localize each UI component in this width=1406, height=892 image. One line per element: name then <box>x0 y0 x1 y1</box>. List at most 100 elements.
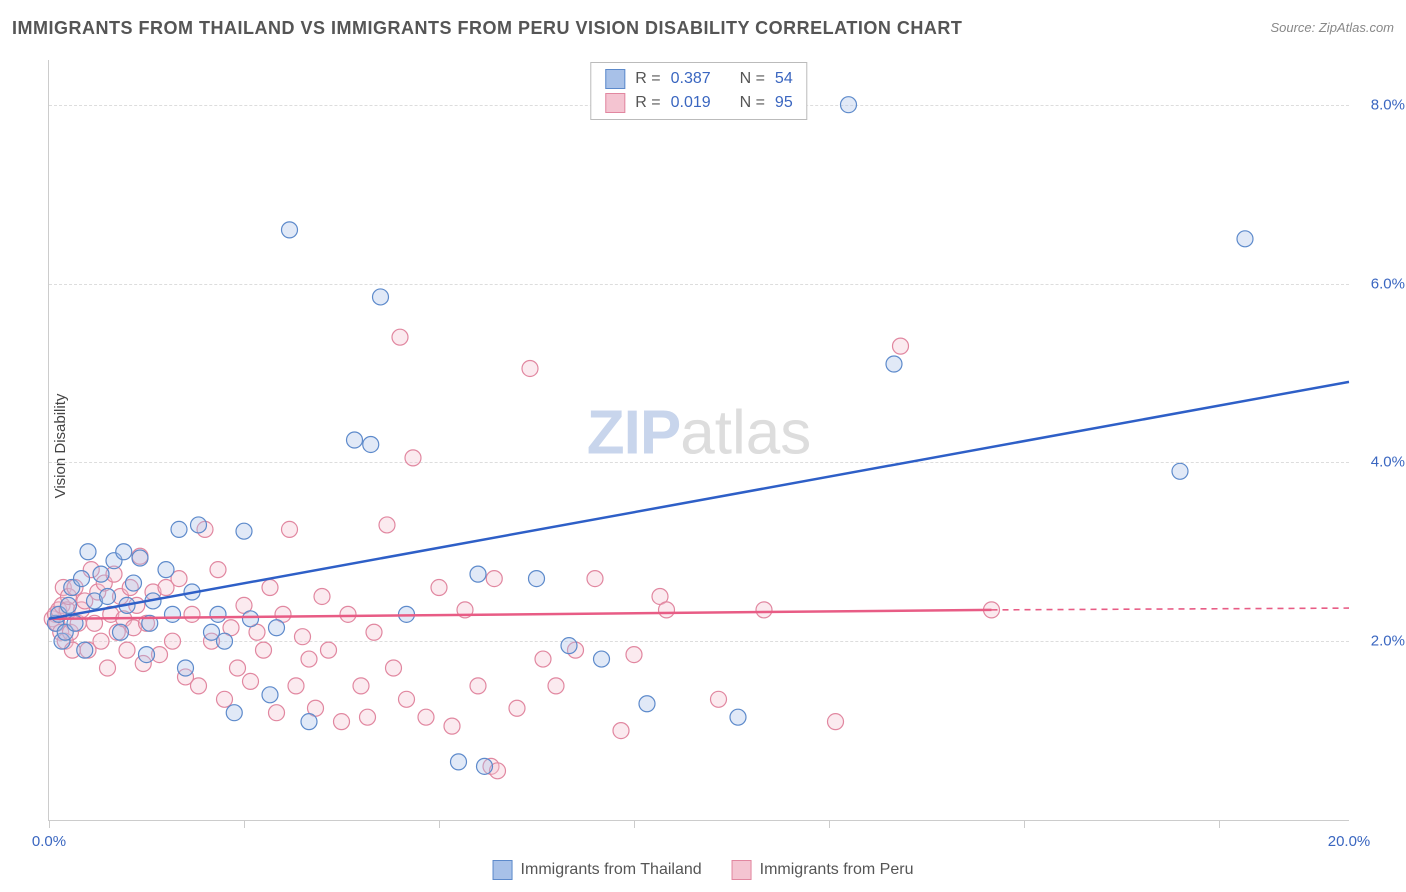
scatter-point <box>100 588 116 604</box>
scatter-point <box>431 580 447 596</box>
scatter-point <box>119 642 135 658</box>
bottom-legend: Immigrants from Thailand Immigrants from… <box>493 860 914 880</box>
scatter-point <box>828 714 844 730</box>
scatter-point <box>230 660 246 676</box>
swatch-peru <box>605 93 625 113</box>
scatter-point <box>217 633 233 649</box>
swatch-thailand <box>605 69 625 89</box>
scatter-point <box>288 678 304 694</box>
x-tick <box>244 820 245 828</box>
scatter-point <box>711 691 727 707</box>
scatter-point <box>486 571 502 587</box>
scatter-point <box>80 544 96 560</box>
scatter-point <box>893 338 909 354</box>
scatter-point <box>113 624 129 640</box>
y-tick-label: 6.0% <box>1355 275 1405 292</box>
scatter-point <box>1172 463 1188 479</box>
scatter-point <box>191 678 207 694</box>
scatter-point <box>217 691 233 707</box>
scatter-point <box>386 660 402 676</box>
y-tick-label: 8.0% <box>1355 96 1405 113</box>
n-value-peru: 95 <box>775 91 793 115</box>
scatter-point <box>243 673 259 689</box>
x-tick <box>439 820 440 828</box>
scatter-point <box>236 523 252 539</box>
scatter-point <box>561 638 577 654</box>
x-tick <box>1219 820 1220 828</box>
r-value-thailand: 0.387 <box>671 67 711 91</box>
n-label: N = <box>740 67 765 91</box>
scatter-point <box>405 450 421 466</box>
x-tick-label-left: 0.0% <box>32 833 66 850</box>
scatter-point <box>399 691 415 707</box>
scatter-point <box>301 714 317 730</box>
scatter-point <box>139 647 155 663</box>
scatter-point <box>626 647 642 663</box>
scatter-point <box>314 588 330 604</box>
plot-area: ZIPatlas R = 0.387 N = 54 R = 0.019 N = … <box>48 60 1349 821</box>
scatter-point <box>256 642 272 658</box>
scatter-point <box>509 700 525 716</box>
stats-legend-box: R = 0.387 N = 54 R = 0.019 N = 95 <box>590 62 807 120</box>
scatter-point <box>347 432 363 448</box>
trend-line-peru-dashed <box>992 608 1350 610</box>
r-value-peru: 0.019 <box>671 91 711 115</box>
scatter-point <box>178 660 194 676</box>
scatter-point <box>93 566 109 582</box>
scatter-point <box>535 651 551 667</box>
scatter-point <box>74 571 90 587</box>
scatter-point <box>363 436 379 452</box>
scatter-point <box>340 606 356 622</box>
scatter-point <box>321 642 337 658</box>
scatter-point <box>594 651 610 667</box>
legend-item-peru: Immigrants from Peru <box>732 860 914 880</box>
y-tick-label: 2.0% <box>1355 633 1405 650</box>
scatter-point <box>269 705 285 721</box>
scatter-point <box>659 602 675 618</box>
scatter-point <box>730 709 746 725</box>
scatter-point <box>886 356 902 372</box>
trend-line-thailand <box>49 382 1349 619</box>
y-tick-label: 4.0% <box>1355 454 1405 471</box>
scatter-point <box>548 678 564 694</box>
scatter-point <box>587 571 603 587</box>
legend-item-thailand: Immigrants from Thailand <box>493 860 702 880</box>
scatter-point <box>226 705 242 721</box>
scatter-point <box>639 696 655 712</box>
scatter-point <box>444 718 460 734</box>
scatter-point <box>191 517 207 533</box>
scatter-point <box>522 360 538 376</box>
scatter-point <box>132 550 148 566</box>
scatter-point <box>756 602 772 618</box>
x-tick <box>829 820 830 828</box>
scatter-point <box>210 606 226 622</box>
n-value-thailand: 54 <box>775 67 793 91</box>
chart-svg <box>49 60 1349 820</box>
scatter-point <box>301 651 317 667</box>
scatter-point <box>126 575 142 591</box>
scatter-point <box>171 521 187 537</box>
scatter-point <box>353 678 369 694</box>
scatter-point <box>282 521 298 537</box>
legend-swatch-thailand <box>493 860 513 880</box>
x-tick <box>49 820 50 828</box>
scatter-point <box>418 709 434 725</box>
scatter-point <box>841 97 857 113</box>
scatter-point <box>158 562 174 578</box>
scatter-point <box>184 606 200 622</box>
scatter-point <box>379 517 395 533</box>
r-label: R = <box>635 67 660 91</box>
scatter-point <box>77 642 93 658</box>
scatter-point <box>470 678 486 694</box>
scatter-point <box>165 606 181 622</box>
source-credit: Source: ZipAtlas.com <box>1270 20 1394 35</box>
n-label: N = <box>740 91 765 115</box>
scatter-point <box>210 562 226 578</box>
scatter-point <box>360 709 376 725</box>
scatter-point <box>61 597 77 613</box>
x-tick-label-right: 20.0% <box>1328 833 1371 850</box>
scatter-point <box>470 566 486 582</box>
scatter-point <box>1237 231 1253 247</box>
chart-title: IMMIGRANTS FROM THAILAND VS IMMIGRANTS F… <box>12 18 962 38</box>
scatter-point <box>477 758 493 774</box>
